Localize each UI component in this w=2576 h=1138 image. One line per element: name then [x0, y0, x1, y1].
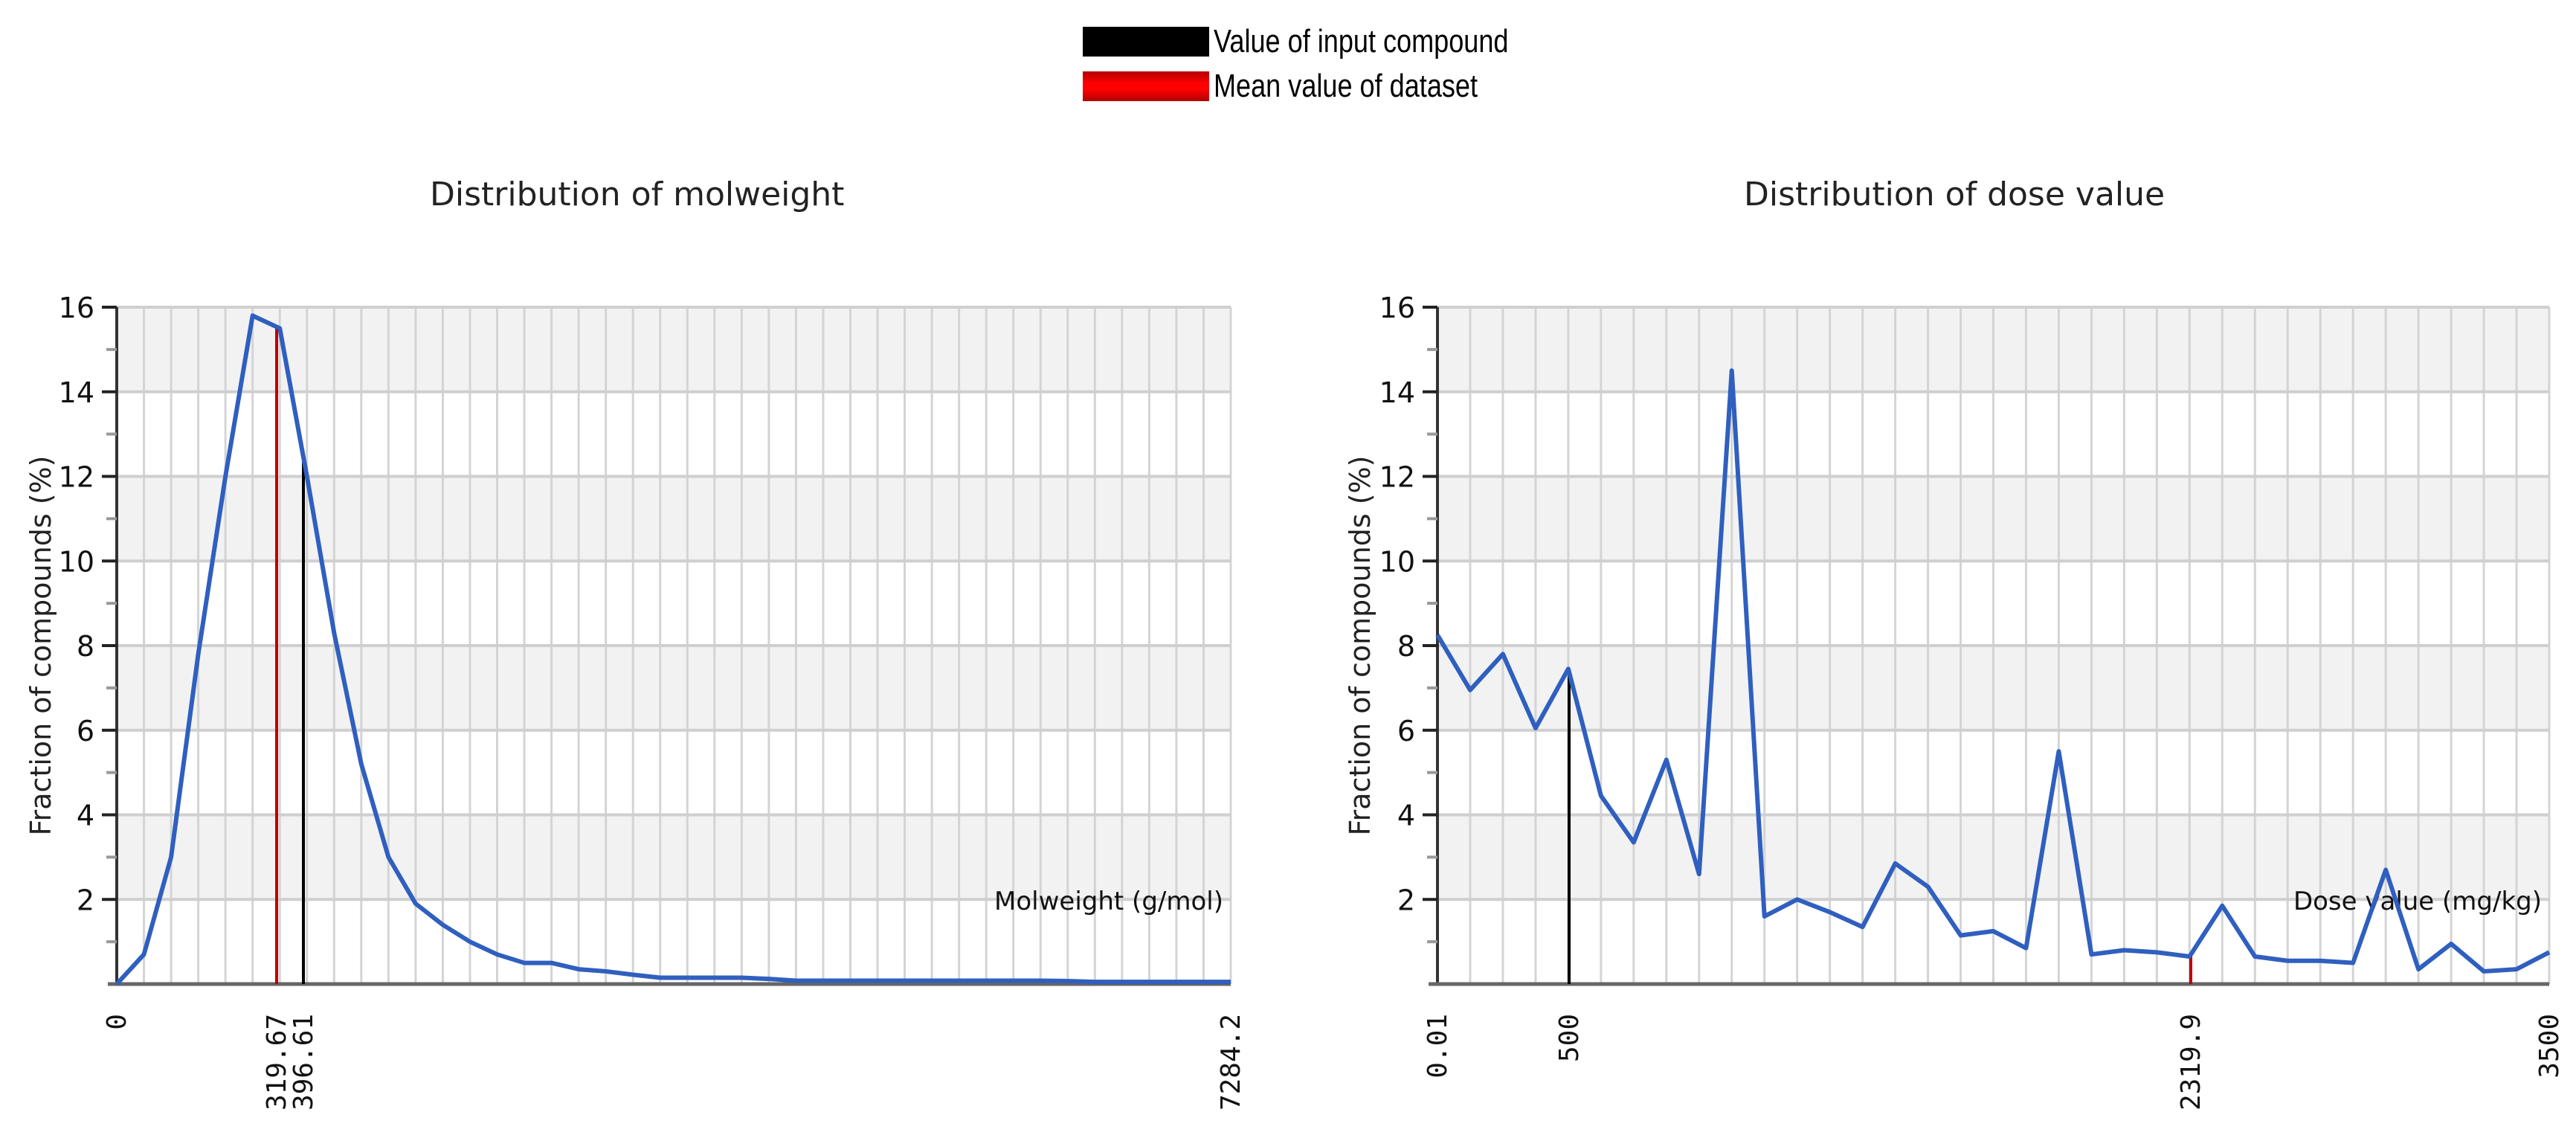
y-tick-label: 6: [77, 715, 94, 748]
x-tick-label: 500: [1554, 1014, 1585, 1062]
x-axis-label: Dose value (mg/kg): [2293, 887, 2542, 916]
chart-title-dose: Distribution of dose value: [1744, 176, 2166, 213]
x-tick-label: 0: [102, 1014, 132, 1030]
y-tick-label: 10: [59, 545, 94, 578]
y-tick-label: 4: [77, 800, 94, 832]
legend-label: Mean value of dataset: [1214, 68, 1478, 104]
chart-title-molweight: Distribution of molweight: [430, 176, 845, 213]
y-tick-label: 10: [1379, 545, 1415, 578]
y-tick-label: 14: [1379, 376, 1415, 409]
input-swatch: [1083, 27, 1209, 57]
y-tick-label: 2: [1397, 884, 1415, 916]
y-axis-label: Fraction of compounds (%): [1344, 456, 1376, 836]
chart-1: 2 4 6 8 10 12 14 16 Fraction of compounds (%) Dos…: [1344, 292, 2565, 1110]
x-axis-label: Molweight (g/mol): [994, 887, 1223, 916]
x-tick-label: 2319.9: [2176, 1014, 2206, 1110]
y-tick-label: 14: [59, 376, 94, 409]
x-tick-label: 319.67: [262, 1014, 292, 1110]
mean-swatch: [1083, 71, 1209, 101]
y-tick-label: 12: [1379, 461, 1415, 494]
x-tick-label: 3500: [2534, 1014, 2565, 1078]
legend-item-input: Value of input compound: [1083, 19, 1574, 64]
series-line: [115, 313, 1231, 986]
x-tick-label: 7284.2: [1216, 1014, 1246, 1110]
y-tick-label: 2: [77, 884, 94, 916]
y-tick-label: 16: [1379, 292, 1415, 324]
y-tick-label: 8: [1397, 630, 1415, 663]
series-line: [1435, 368, 2551, 974]
chart-0: 2 4 6 8 10 12 14 16 Fraction of compounds (%) Mol…: [25, 292, 1246, 1110]
legend-label: Value of input compound: [1214, 23, 1509, 60]
x-tick-label: 0.01: [1423, 1014, 1453, 1078]
y-tick-label: 12: [59, 461, 94, 494]
y-tick-label: 6: [1397, 715, 1415, 748]
y-axis-label: Fraction of compounds (%): [25, 456, 57, 836]
y-tick-label: 4: [1397, 800, 1415, 832]
x-tick-label: 396.61: [289, 1014, 319, 1110]
legend: Value of input compound Mean value of da…: [1083, 19, 1574, 109]
y-tick-label: 8: [77, 630, 94, 663]
legend-item-mean: Mean value of dataset: [1083, 64, 1574, 109]
y-tick-label: 16: [59, 292, 94, 324]
